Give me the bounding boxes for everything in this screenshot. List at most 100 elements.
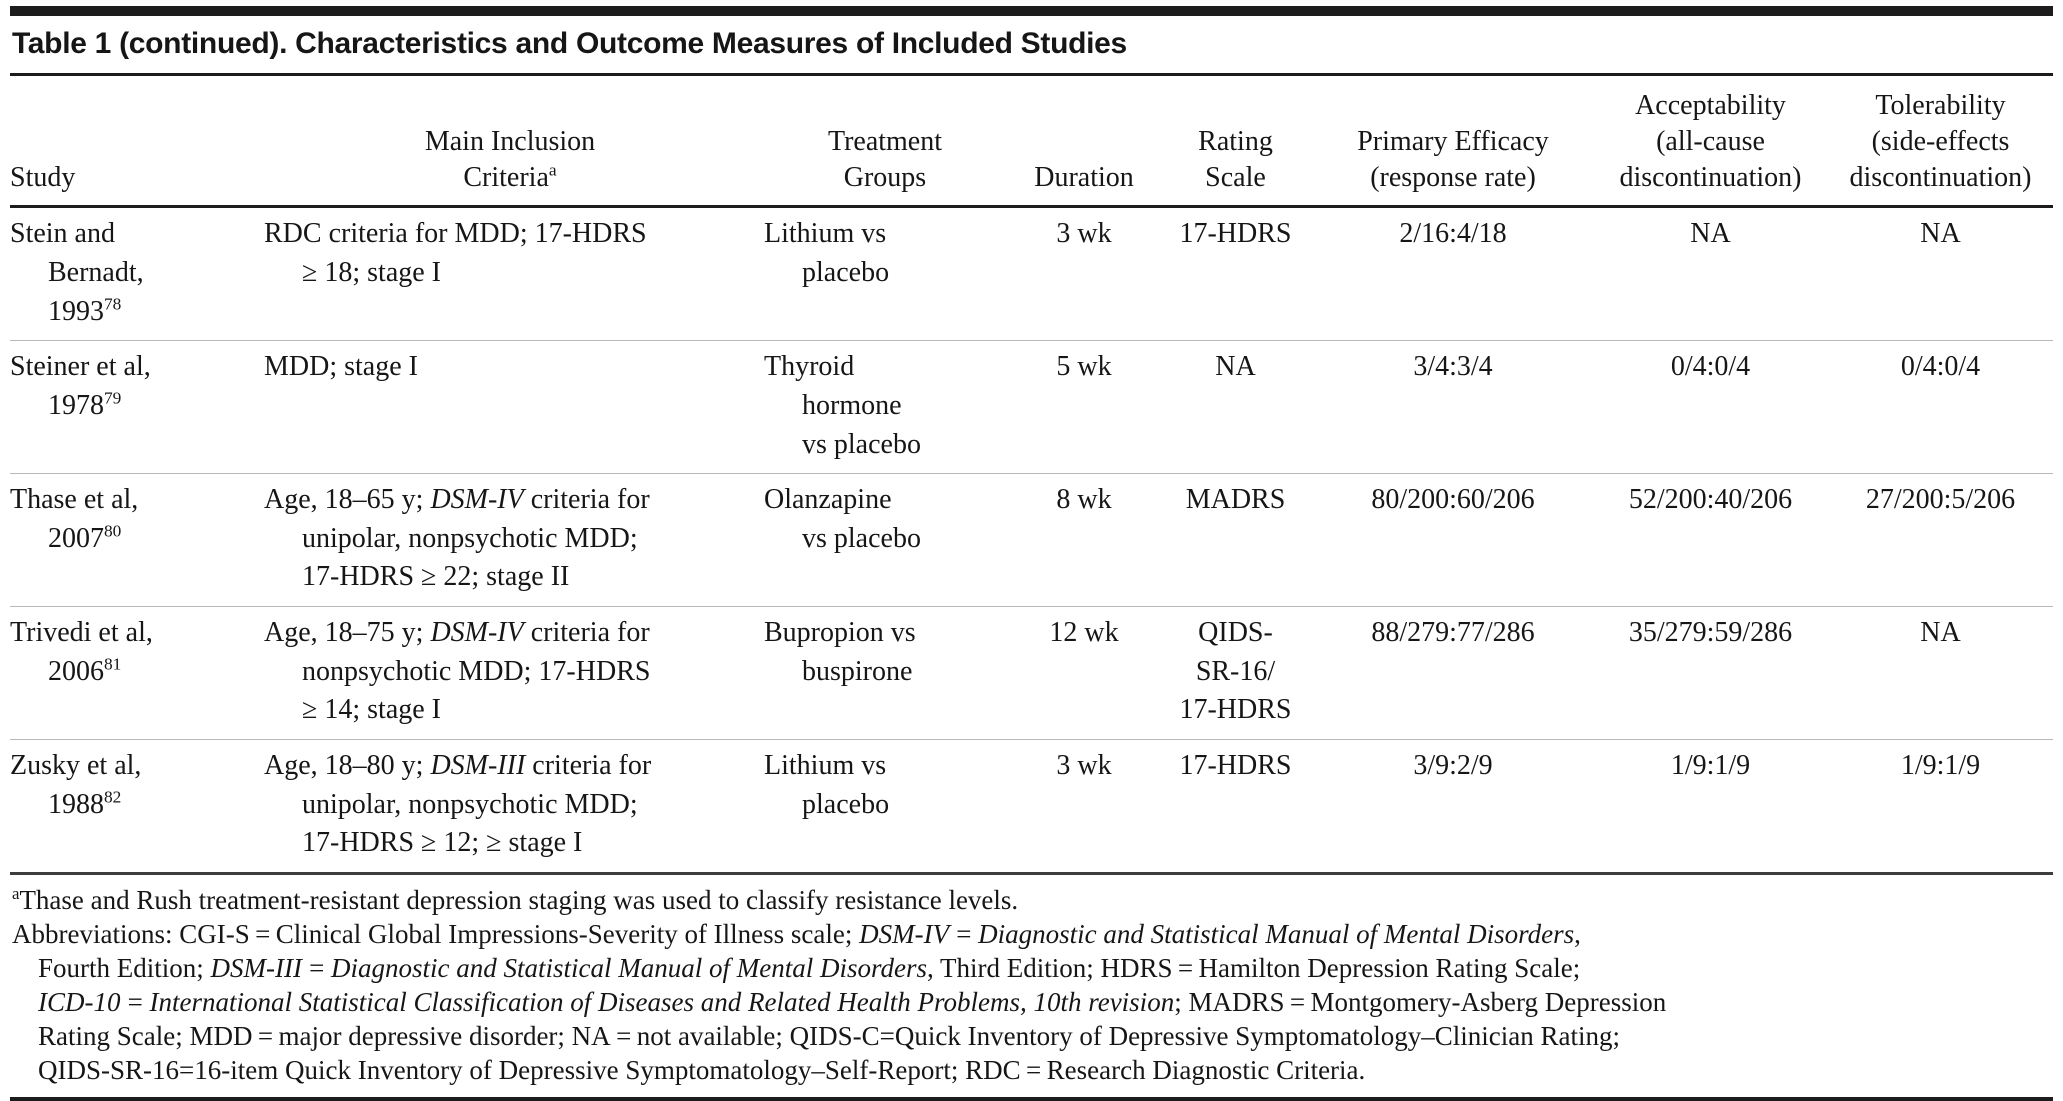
col-header-treatment-line2: Groups (843, 161, 927, 193)
tolerability-cell: 1/9:1/9 (1828, 739, 2053, 875)
study-line: Thase et al, (10, 484, 139, 516)
criteria-line: unipolar, nonpsychotic MDD; (264, 786, 756, 825)
criteria-line: MDD; stage I (264, 348, 756, 387)
criteria-text: criteria for (523, 484, 650, 516)
treatment-line: Thyroid (764, 351, 855, 383)
criteria-line: RDC criteria for MDD; 17-HDRS (264, 215, 756, 254)
study-line: 200780 (10, 520, 256, 559)
study-line: 199378 (10, 293, 256, 332)
treatment-cell: Thyroid hormone vs placebo (760, 340, 1010, 475)
col-header-study-label: Study (10, 161, 76, 193)
duration-cell: 8 wk (1010, 473, 1158, 608)
criteria-line: Age, 18–80 y; DSM-III criteria for (264, 747, 756, 786)
study-cell: Zusky et al, 198882 (10, 739, 260, 875)
table-body: Stein and Bernadt, 199378 RDC criteria f… (10, 206, 2053, 875)
study-cell: Steiner et al, 197879 (10, 340, 260, 475)
reference-superscript: 81 (104, 654, 122, 674)
acceptability-cell: 35/279:59/286 (1593, 606, 1828, 740)
duration-cell: 3 wk (1010, 739, 1158, 875)
col-header-efficacy: Primary Efficacy (response rate) (1313, 76, 1593, 209)
criteria-text-italic: DSM-IV (430, 484, 524, 516)
study-year: 2006 (48, 655, 104, 687)
study-line: Steiner et al, (10, 351, 151, 383)
treatment-line: Bupropion vs (764, 617, 916, 649)
rating-line: QIDS- (1198, 617, 1273, 649)
table-header: Study Main Inclusion Criteriaa Treatment… (10, 76, 2053, 209)
criteria-cell: Age, 18–65 y; DSM-IV criteria for unipol… (260, 473, 760, 608)
col-header-criteria: Main Inclusion Criteriaa (260, 76, 760, 209)
criteria-line: ≥ 14; stage I (264, 691, 756, 730)
treatment-line: Olanzapine (764, 484, 892, 516)
header-row: Study Main Inclusion Criteriaa Treatment… (10, 76, 2053, 209)
criteria-text: RDC criteria for MDD; 17-HDRS (264, 218, 647, 250)
rating-cell: QIDS- SR-16/ 17-HDRS (1158, 606, 1313, 740)
treatment-line: placebo (802, 788, 890, 820)
treatment-cell: Bupropion vs buspirone (760, 606, 1010, 740)
acceptability-cell: 1/9:1/9 (1593, 739, 1828, 875)
study-year: 2007 (48, 522, 104, 554)
col-header-criteria-line1: Main Inclusion (424, 125, 596, 157)
treatment-line: Lithium vs (764, 749, 887, 781)
footnote-abbreviations-line1: Abbreviations: CGI-S = Clinical Global I… (12, 917, 2053, 951)
efficacy-cell: 80/200:60/206 (1313, 473, 1593, 608)
col-header-duration: Duration (1010, 76, 1158, 209)
efficacy-cell: 88/279:77/286 (1313, 606, 1593, 740)
col-header-criteria-line2: Criteriaa (264, 160, 756, 196)
study-line: Zusky et al, (10, 749, 142, 781)
footnote-text: , (1574, 918, 1581, 949)
treatment-cell: Lithium vs placebo (760, 739, 1010, 875)
study-line: 200681 (10, 653, 256, 692)
rating-line: 17-HDRS (1179, 218, 1292, 250)
col-header-acceptability-line2: (all-cause (1656, 125, 1765, 157)
rating-cell: MADRS (1158, 473, 1313, 608)
criteria-text: Age, 18–75 y; (264, 617, 431, 649)
criteria-text: unipolar, nonpsychotic MDD; (302, 522, 638, 554)
criteria-cell: Age, 18–80 y; DSM-III criteria for unipo… (260, 739, 760, 875)
col-header-efficacy-line2: (response rate) (1370, 161, 1536, 193)
rating-cell: 17-HDRS (1158, 206, 1313, 342)
criteria-cell: RDC criteria for MDD; 17-HDRS ≥ 18; stag… (260, 206, 760, 342)
tolerability-cell: NA (1828, 606, 2053, 740)
rating-line: 17-HDRS (1179, 694, 1292, 726)
rating-cell: 17-HDRS (1158, 739, 1313, 875)
col-header-tolerability: Tolerability (side-effects discontinuati… (1828, 76, 2053, 209)
col-header-tolerability-line2: (side-effects (1871, 125, 2010, 157)
footnote-text-italic: DSM-III = Diagnostic and Statistical Man… (210, 952, 927, 983)
criteria-text: MDD; stage I (264, 351, 418, 383)
footnote-abbreviations-line2: Fourth Edition; DSM-III = Diagnostic and… (12, 951, 2053, 985)
footnote-text: Rating Scale; MDD = major depressive dis… (38, 1020, 1621, 1051)
col-header-efficacy-line1: Primary Efficacy (1357, 125, 1549, 157)
study-year: 1978 (48, 389, 104, 421)
footnote-text: ; MADRS = Montgomery-Asberg Depression (1174, 986, 1667, 1017)
criteria-line: ≥ 18; stage I (264, 254, 756, 293)
criteria-line: Age, 18–75 y; DSM-IV criteria for (264, 614, 756, 653)
col-header-treatment: Treatment Groups (760, 76, 1010, 209)
col-header-study: Study (10, 76, 260, 209)
acceptability-cell: 0/4:0/4 (1593, 340, 1828, 475)
rating-cell: NA (1158, 340, 1313, 475)
col-header-acceptability-line3: discontinuation) (1619, 161, 1802, 193)
col-header-acceptability-line1: Acceptability (1635, 90, 1786, 121)
table-title: Table 1 (continued). Characteristics and… (10, 16, 2053, 76)
duration-cell: 3 wk (1010, 206, 1158, 342)
treatment-line: vs placebo (802, 522, 921, 554)
efficacy-cell: 3/4:3/4 (1313, 340, 1593, 475)
footnote-marker-a: a (12, 883, 20, 903)
acceptability-cell: NA (1593, 206, 1828, 342)
criteria-text-italic: DSM-III (430, 749, 526, 781)
col-header-tolerability-line1: Tolerability (1875, 90, 2006, 121)
study-cell: Thase et al, 200780 (10, 473, 260, 608)
criteria-text: 17-HDRS ≥ 12; ≥ stage I (302, 827, 583, 859)
treatment-cell: Lithium vs placebo (760, 206, 1010, 342)
reference-superscript: 78 (104, 294, 122, 314)
col-header-acceptability: Acceptability (all-cause discontinuation… (1593, 76, 1828, 209)
col-header-treatment-line1: Treatment (827, 125, 943, 157)
criteria-cell: MDD; stage I (260, 340, 760, 475)
acceptability-cell: 52/200:40/206 (1593, 473, 1828, 608)
footnote-abbreviations-line4: Rating Scale; MDD = major depressive dis… (12, 1019, 2053, 1053)
study-cell: Stein and Bernadt, 199378 (10, 206, 260, 342)
study-line: 198882 (10, 786, 256, 825)
col-header-tolerability-line3: discontinuation) (1849, 161, 2032, 193)
footnote-staging: aThase and Rush treatment-resistant depr… (12, 883, 2053, 917)
